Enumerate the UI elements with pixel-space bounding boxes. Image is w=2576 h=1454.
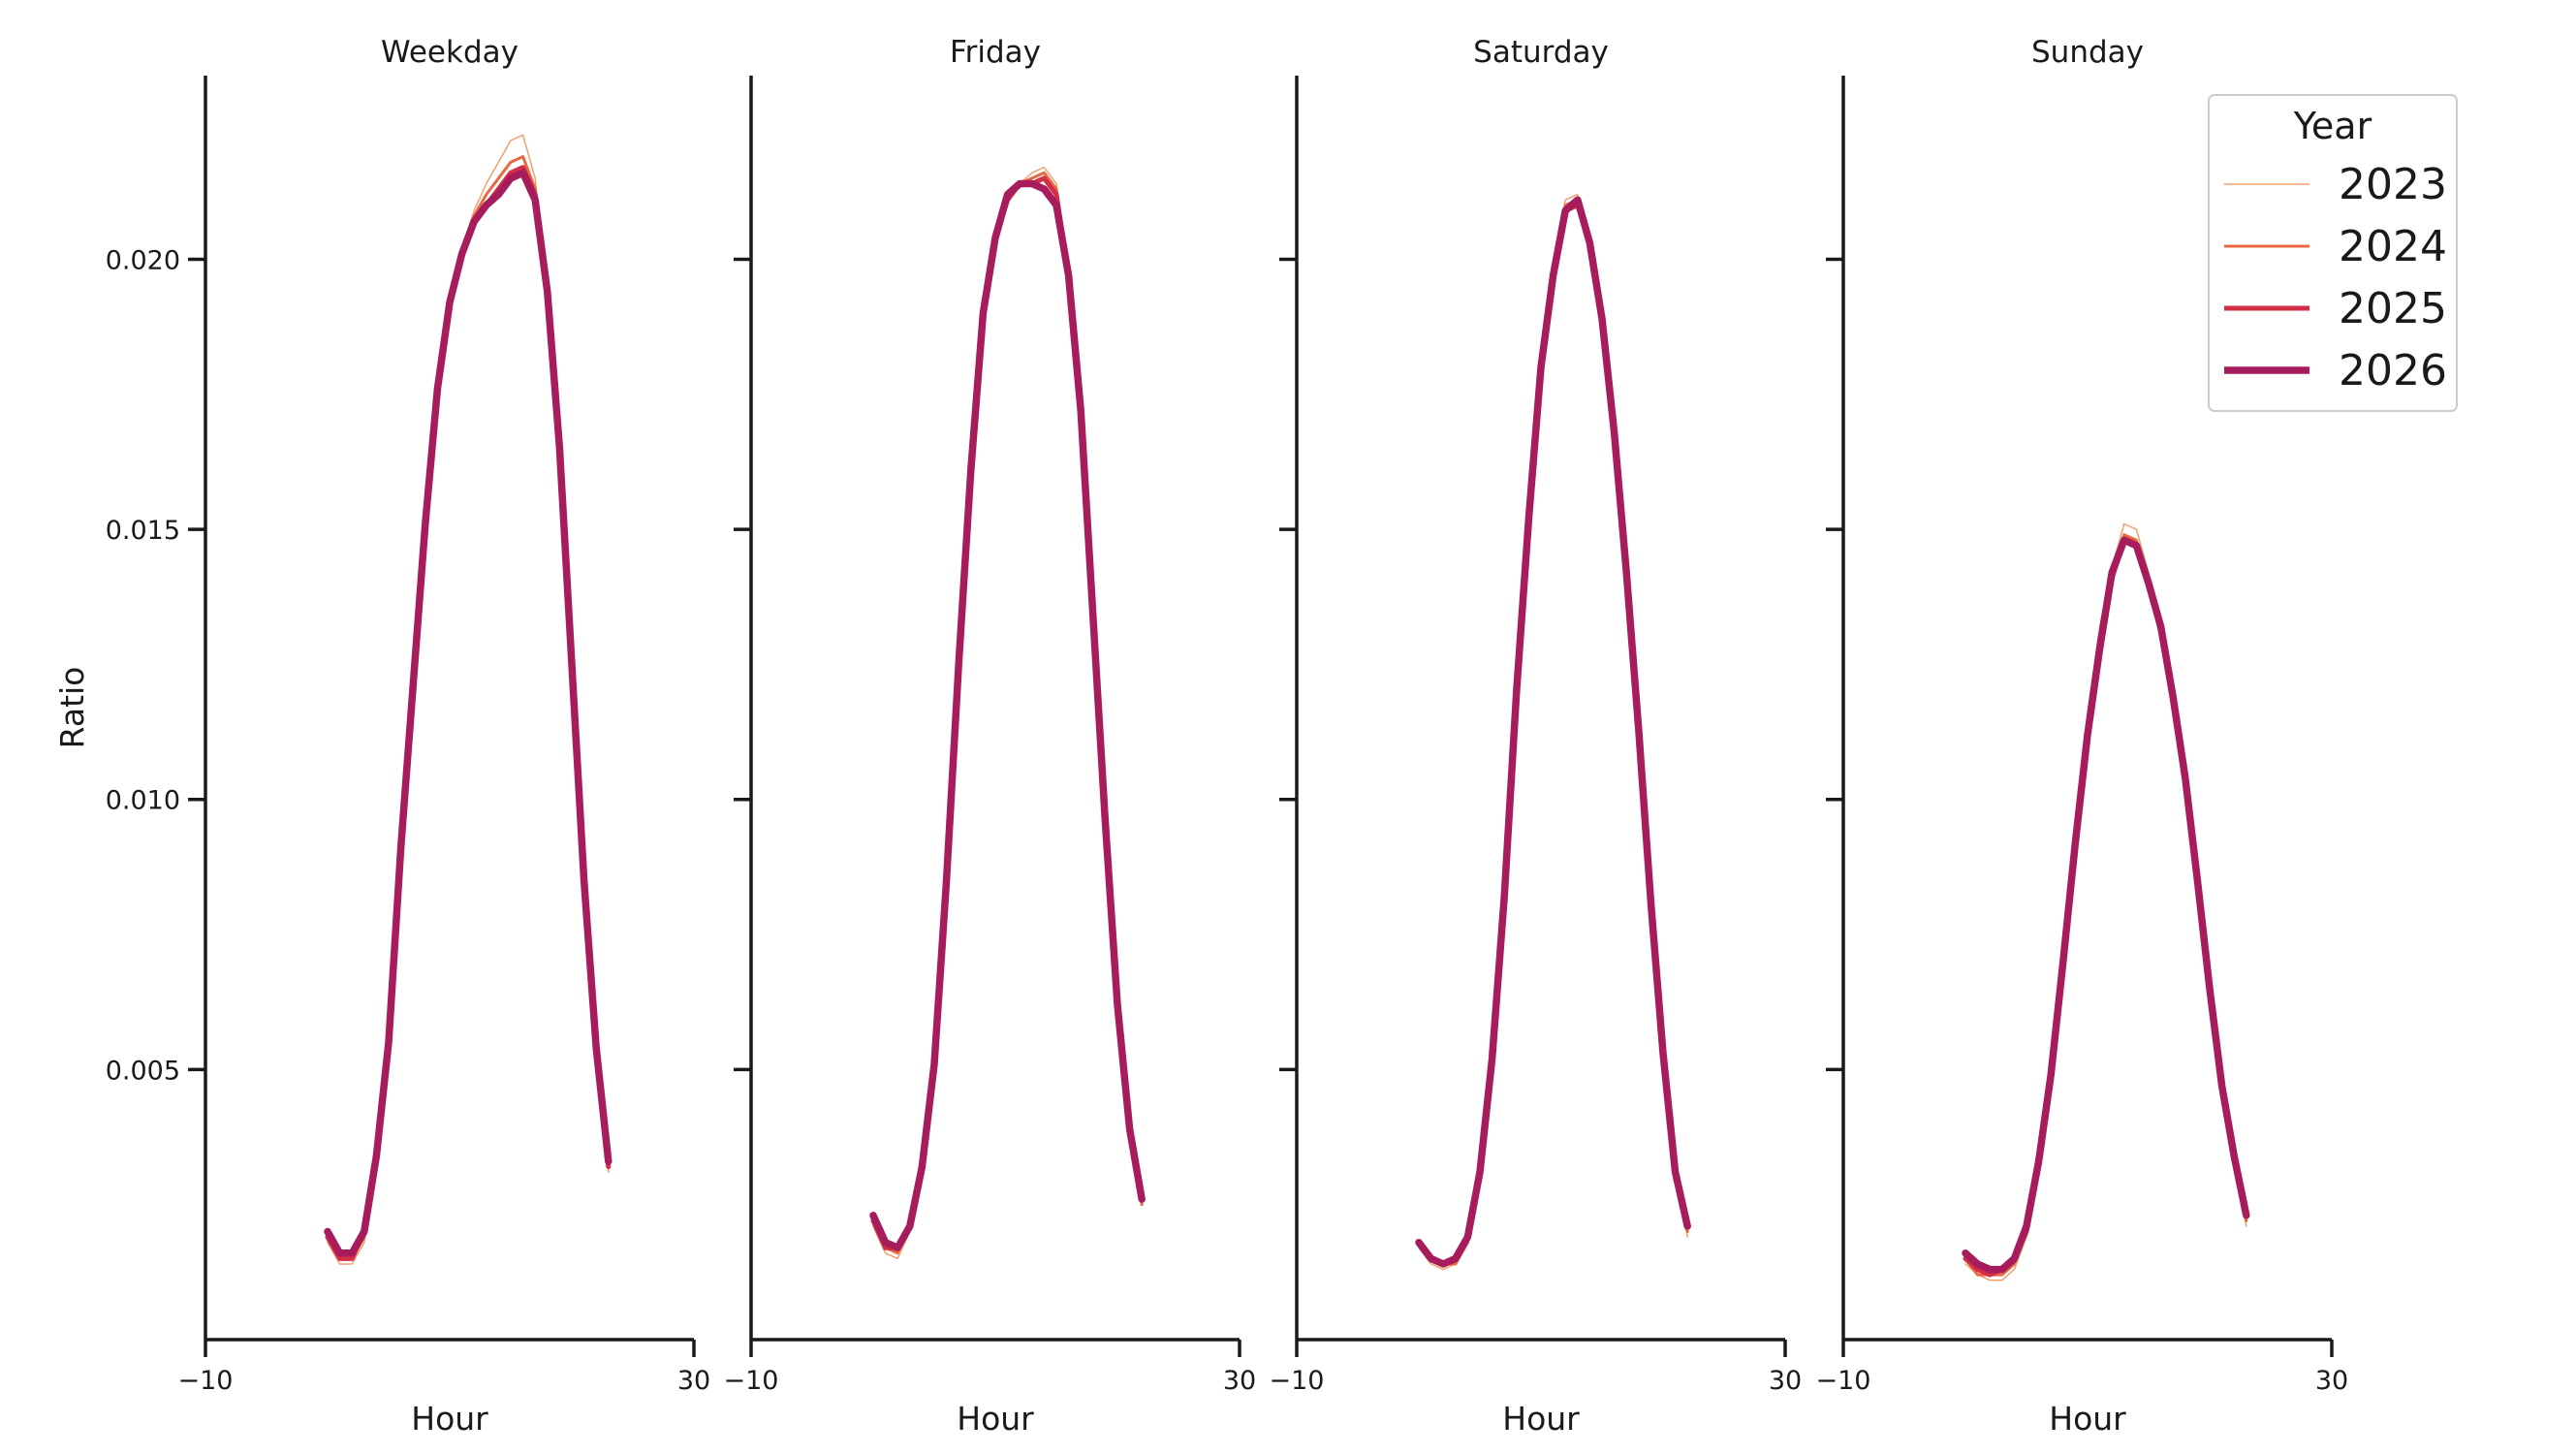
x-axis-label: Hour xyxy=(411,1400,488,1438)
legend: Year 2023 2024 2025 2026 xyxy=(2208,94,2458,412)
series-line-2024 xyxy=(326,155,611,1260)
panel-weekday: Weekday 0.005 0.010 0.015 0.020 −10 30 Hour xyxy=(106,35,710,1438)
legend-label-2024: 2024 xyxy=(2339,222,2447,271)
series-line-2023 xyxy=(1964,522,2247,1281)
legend-label-2025: 2025 xyxy=(2339,284,2447,333)
x-tick-label: 30 xyxy=(677,1366,710,1396)
x-tick-label: 30 xyxy=(1223,1366,1256,1396)
x-tick-label: −10 xyxy=(1270,1366,1325,1396)
series-line-2025 xyxy=(325,165,612,1261)
series-line-2024 xyxy=(1963,533,2248,1277)
panel-title: Sunday xyxy=(2031,35,2144,70)
x-tick-label: −10 xyxy=(1816,1366,1871,1396)
panel-title: Saturday xyxy=(1473,35,1609,70)
panel-title: Weekday xyxy=(381,35,518,70)
panel-sunday: Sunday −10 30 Hour xyxy=(1816,35,2349,1438)
y-axis-label: Ratio xyxy=(53,667,91,749)
y-tick-label: 0.005 xyxy=(106,1056,180,1086)
legend-title: Year xyxy=(2293,105,2372,147)
series-line-2023 xyxy=(1418,193,1688,1271)
panel-saturday: Saturday −10 30 Hour xyxy=(1270,35,1803,1438)
y-tick-label: 0.015 xyxy=(106,516,180,546)
series-line-2025 xyxy=(1963,537,2249,1278)
y-tick-label: 0.020 xyxy=(106,245,180,275)
series-line-2026 xyxy=(324,169,613,1257)
y-tick-label: 0.010 xyxy=(106,786,180,816)
x-axis-label: Hour xyxy=(1502,1400,1580,1438)
legend-label-2023: 2023 xyxy=(2339,160,2447,209)
legend-label-2026: 2026 xyxy=(2339,346,2447,395)
series-line-2026 xyxy=(869,179,1146,1252)
series-line-2026 xyxy=(1962,536,2250,1274)
x-tick-label: 30 xyxy=(1769,1366,1802,1396)
panel-friday: Friday −10 30 Hour xyxy=(724,35,1257,1438)
x-tick-label: −10 xyxy=(724,1366,779,1396)
series-line-2025 xyxy=(1416,203,1690,1267)
panel-title: Friday xyxy=(950,35,1041,70)
legend-box xyxy=(2208,94,2458,412)
x-tick-label: 30 xyxy=(2315,1366,2348,1396)
series-line-2024 xyxy=(1417,198,1689,1266)
x-axis-label: Hour xyxy=(957,1400,1034,1438)
series-line-2023 xyxy=(327,134,610,1265)
x-axis-label: Hour xyxy=(2049,1400,2126,1438)
series-line-2026 xyxy=(1415,196,1691,1268)
x-tick-label: −10 xyxy=(178,1366,234,1396)
